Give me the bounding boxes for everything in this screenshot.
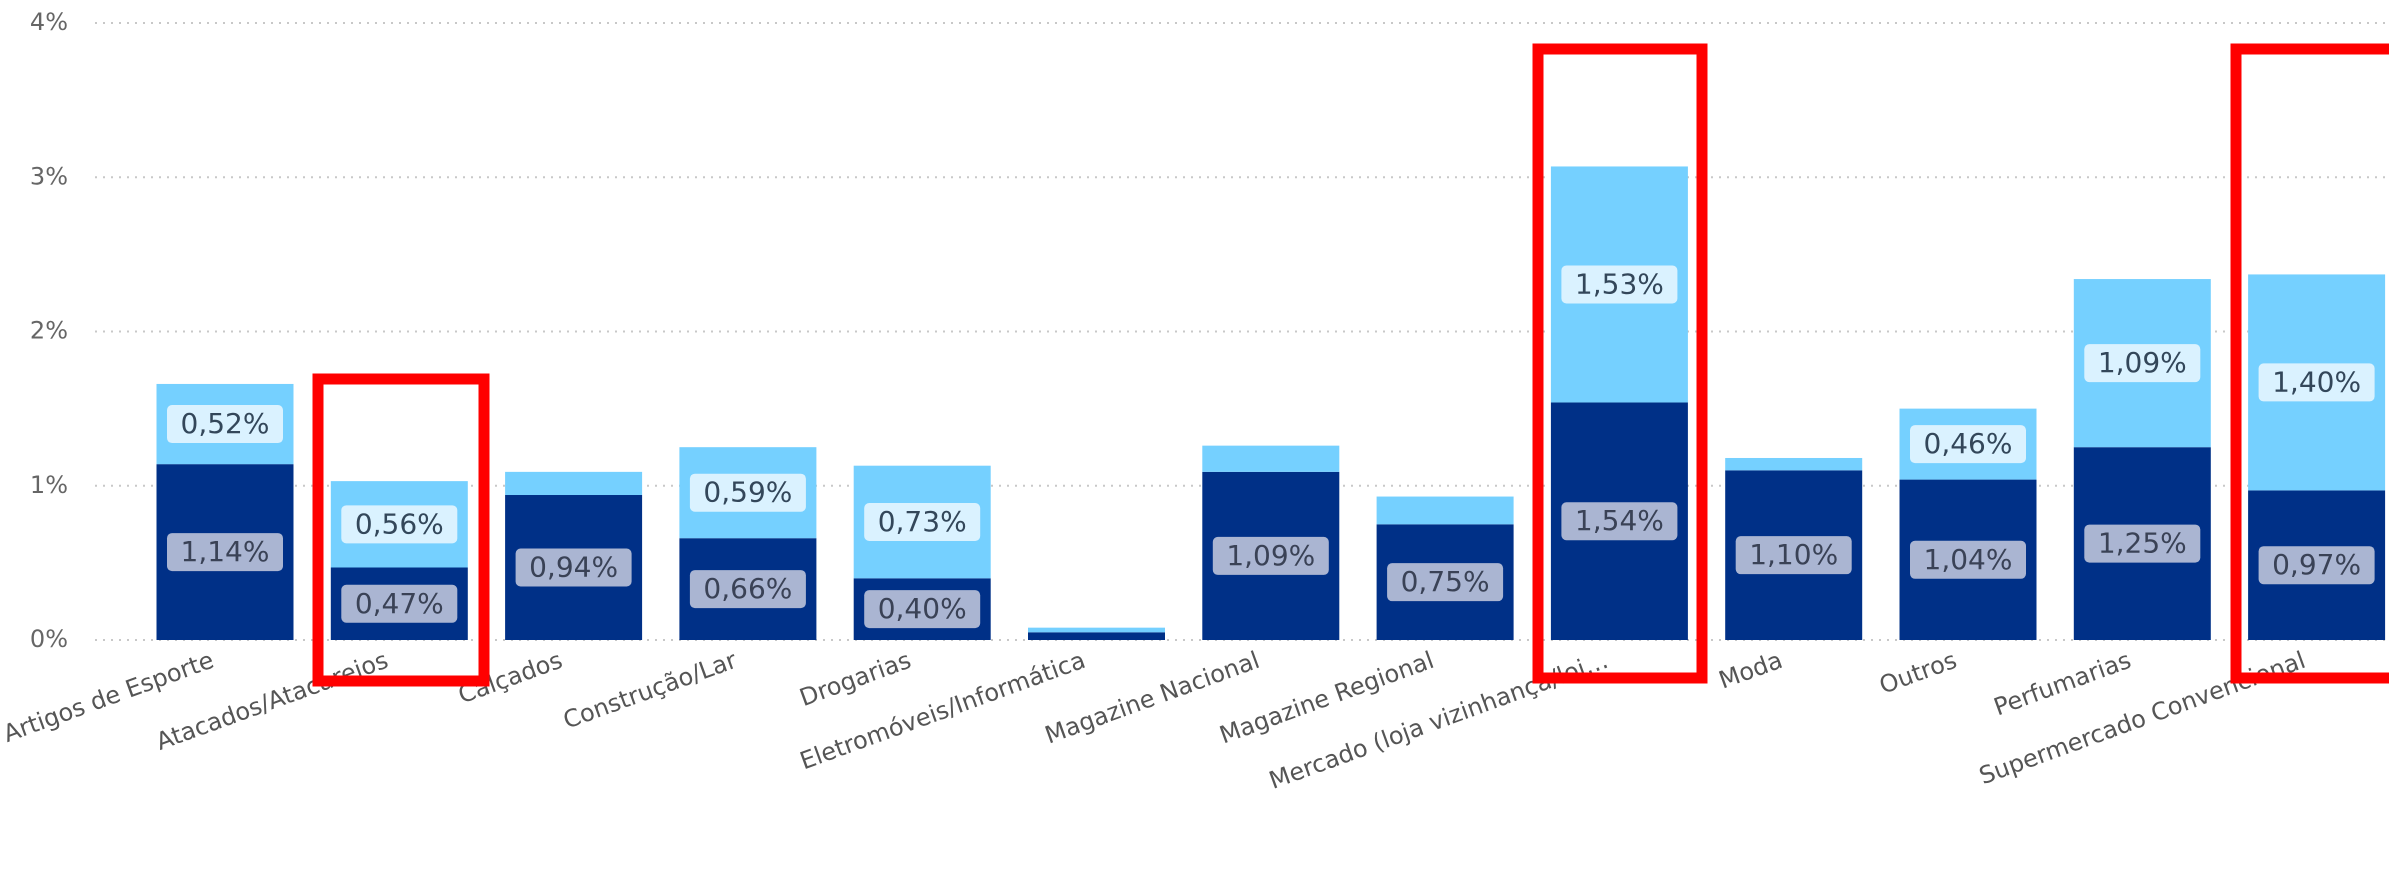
data-label-bg xyxy=(864,590,981,629)
highlight-box xyxy=(312,373,490,687)
data-label: 0,46% xyxy=(1924,427,2013,460)
y-tick-label: 0% xyxy=(30,625,68,653)
highlights xyxy=(312,43,2389,687)
data-label: 0,52% xyxy=(181,407,270,440)
data-label: 0,97% xyxy=(2272,548,2361,581)
data-label: 0,56% xyxy=(355,507,444,540)
data-label-bg xyxy=(2258,363,2375,402)
data-label: 1,04% xyxy=(1924,543,2013,576)
x-tick-label: Construção/Lar xyxy=(559,646,740,735)
data-label: 0,75% xyxy=(1401,565,1490,598)
y-tick-label: 3% xyxy=(30,162,68,190)
bar-segment xyxy=(1202,445,1340,472)
y-tick-label: 2% xyxy=(30,317,68,345)
bar-segment xyxy=(505,471,643,496)
data-label-bg xyxy=(2258,546,2375,585)
data-label: 1,14% xyxy=(181,535,270,568)
data-label-bg xyxy=(1387,563,1504,602)
data-label-bg xyxy=(515,548,632,587)
bar-segment xyxy=(1376,496,1514,525)
data-label: 0,47% xyxy=(355,587,444,620)
data-label-bg xyxy=(1910,425,2026,464)
data-label-bg xyxy=(2084,344,2201,383)
data-label: 1,25% xyxy=(2098,527,2187,560)
data-label: 1,54% xyxy=(1575,504,1664,537)
data-label-bg xyxy=(1561,502,1678,541)
x-tick-label: Supermercado Convencional xyxy=(1975,646,2309,790)
data-label-bg xyxy=(2084,524,2201,563)
data-label-bg xyxy=(1561,265,1678,304)
highlight-box xyxy=(2230,43,2389,684)
bar-segment xyxy=(1028,627,1165,633)
data-label: 0,94% xyxy=(529,551,618,584)
data-label-bg xyxy=(1910,540,2026,579)
data-label-bg xyxy=(341,505,458,544)
data-label: 1,40% xyxy=(2272,365,2361,398)
x-tick-label: Perfumarias xyxy=(1990,646,2135,721)
data-label-bg xyxy=(864,502,981,541)
x-tick-label: Outros xyxy=(1876,646,1961,700)
data-label-bg xyxy=(167,405,283,444)
data-label: 1,10% xyxy=(1749,538,1838,571)
x-tick-label: Moda xyxy=(1715,646,1786,695)
data-label: 0,66% xyxy=(703,572,792,605)
highlight-box xyxy=(1532,43,1708,684)
data-label: 1,09% xyxy=(2098,346,2187,379)
data-label-bg xyxy=(1735,536,1852,575)
bar-segment xyxy=(1725,457,1863,471)
data-label-bg xyxy=(341,584,458,623)
y-tick-label: 4% xyxy=(30,8,68,36)
bar-segment xyxy=(1028,632,1165,640)
data-label-bg xyxy=(167,533,283,572)
data-label-bg xyxy=(1212,536,1329,575)
y-tick-label: 1% xyxy=(30,471,68,499)
data-label: 0,73% xyxy=(878,505,967,538)
x-tick-label: Drogarias xyxy=(796,646,915,712)
data-label: 0,59% xyxy=(703,476,792,509)
x-tick-label: Mercado (loja vizinhança/loj… xyxy=(1265,646,1611,795)
data-label: 1,53% xyxy=(1575,267,1664,300)
data-label-bg xyxy=(689,570,806,609)
x-tick-label: Eletromóveis/Informática xyxy=(796,646,1089,775)
data-label-bg xyxy=(689,473,806,512)
data-label: 1,09% xyxy=(1226,539,1315,572)
data-label: 0,40% xyxy=(878,592,967,625)
